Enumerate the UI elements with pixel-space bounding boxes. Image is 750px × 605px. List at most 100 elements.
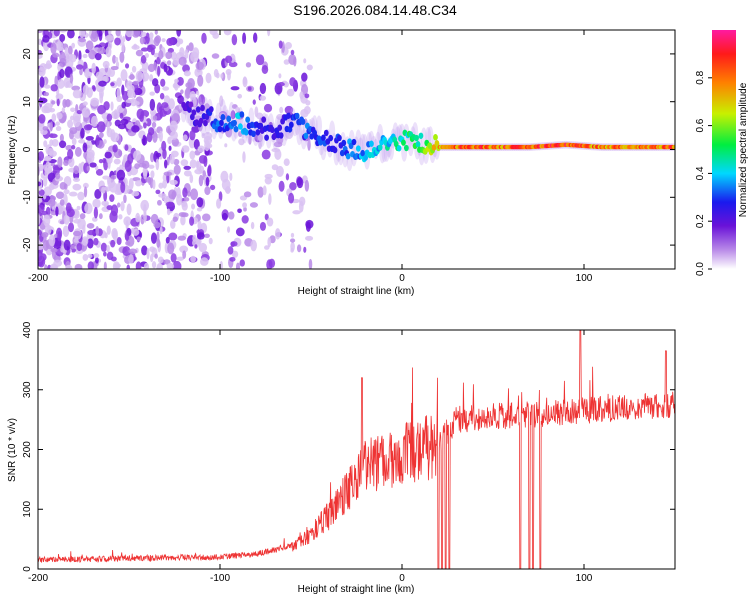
noise-speck — [259, 221, 267, 231]
noise-speck — [268, 193, 272, 206]
noise-speck — [150, 232, 157, 244]
noise-speck — [200, 257, 209, 266]
ridge-cell — [195, 106, 201, 113]
snr-y-tick-label: 300 — [22, 381, 33, 398]
noise-speck — [166, 208, 171, 216]
noise-speck — [248, 134, 252, 145]
noise-speck — [152, 115, 158, 121]
noise-speck — [55, 126, 62, 132]
noise-speck — [219, 260, 223, 269]
noise-speck — [42, 176, 48, 187]
noise-speck — [304, 93, 310, 99]
noise-speck — [66, 30, 75, 39]
noise-speck — [113, 158, 121, 165]
noise-speck — [144, 53, 149, 59]
noise-speck — [133, 150, 142, 162]
noise-speck — [179, 47, 185, 57]
noise-speck — [155, 152, 162, 158]
noise-speck — [51, 100, 56, 105]
noise-speck — [271, 147, 281, 153]
noise-speck — [59, 68, 65, 79]
ridge-cell — [226, 115, 232, 123]
snr-panel: -200 -100 0 100 0 100 200 300 400 Height of str… — [7, 321, 676, 595]
noise-speck — [249, 202, 259, 208]
ridge-halo — [296, 125, 303, 146]
noise-speck — [197, 74, 204, 87]
noise-speck — [149, 91, 155, 96]
noise-speck — [228, 211, 235, 220]
noise-speck — [114, 56, 119, 62]
noise-speck — [253, 32, 258, 43]
noise-speck — [188, 42, 194, 52]
noise-speck — [274, 228, 281, 240]
noise-speck — [141, 31, 147, 37]
noise-speck — [204, 233, 210, 238]
noise-speck — [106, 205, 113, 211]
noise-speck — [129, 74, 135, 80]
noise-speck — [149, 74, 154, 82]
noise-speck — [194, 168, 203, 175]
noise-speck — [149, 246, 156, 253]
noise-speck — [192, 47, 200, 59]
noise-speck — [162, 179, 167, 189]
noise-speck — [176, 30, 182, 37]
noise-speck — [189, 188, 199, 201]
noise-speck — [68, 222, 75, 233]
spectrogram-x-axis-label: Height of straight line (km) — [298, 286, 415, 297]
noise-speck — [78, 37, 86, 43]
ridge-halo — [359, 133, 366, 154]
noise-speck — [124, 144, 129, 151]
noise-speck — [98, 132, 104, 138]
noise-speck — [208, 237, 213, 245]
noise-speck — [122, 35, 126, 43]
noise-speck — [89, 162, 97, 168]
snr-x-axis-label: Height of straight line (km) — [298, 584, 415, 595]
noise-speck — [148, 176, 152, 186]
noise-speck — [116, 77, 122, 87]
noise-speck — [237, 93, 243, 99]
noise-speck — [166, 60, 172, 66]
ridge-cell — [203, 119, 208, 127]
noise-speck — [189, 159, 197, 169]
ridge-cell — [345, 153, 351, 160]
noise-speck — [82, 101, 88, 106]
ridge-cell — [414, 134, 419, 142]
noise-speck — [55, 172, 61, 180]
noise-speck — [128, 248, 138, 255]
ridge-cell — [200, 104, 205, 112]
ridge-cell — [232, 119, 237, 127]
noise-speck — [129, 84, 135, 94]
noise-speck — [229, 256, 236, 262]
noise-speck — [299, 91, 304, 100]
noise-speck — [131, 190, 140, 197]
noise-speck — [230, 86, 240, 91]
ridge-cell — [341, 139, 347, 147]
noise-speck — [135, 261, 142, 269]
noise-speck — [81, 107, 91, 118]
noise-speck — [86, 165, 90, 172]
noise-speck — [242, 151, 246, 163]
noise-speck — [172, 260, 182, 269]
noise-speck — [163, 95, 171, 105]
noise-speck — [221, 212, 228, 221]
noise-speck — [177, 235, 187, 241]
noise-speck — [201, 32, 207, 44]
ridge-cell — [351, 138, 357, 146]
noise-speck — [105, 46, 112, 58]
noise-speck — [216, 198, 222, 209]
noise-speck — [56, 112, 63, 120]
noise-speck — [118, 214, 123, 220]
noise-speck — [145, 118, 152, 127]
noise-speck — [228, 61, 238, 68]
noise-speck — [80, 127, 85, 139]
noise-speck — [173, 164, 181, 175]
noise-speck — [87, 253, 93, 259]
ridge-cell — [401, 139, 406, 146]
noise-speck — [134, 163, 140, 170]
noise-speck — [140, 47, 149, 52]
noise-speck — [161, 140, 167, 152]
noise-speck — [150, 213, 159, 225]
noise-speck — [235, 227, 245, 237]
noise-speck — [76, 64, 84, 70]
noise-speck — [178, 56, 187, 66]
